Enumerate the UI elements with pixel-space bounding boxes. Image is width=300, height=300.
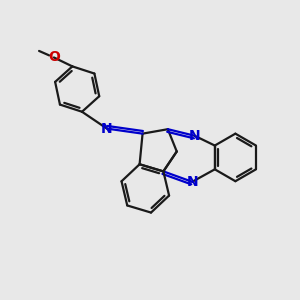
Text: N: N — [101, 122, 113, 136]
Text: O: O — [48, 50, 60, 64]
Text: N: N — [186, 175, 198, 189]
Text: N: N — [189, 129, 200, 143]
